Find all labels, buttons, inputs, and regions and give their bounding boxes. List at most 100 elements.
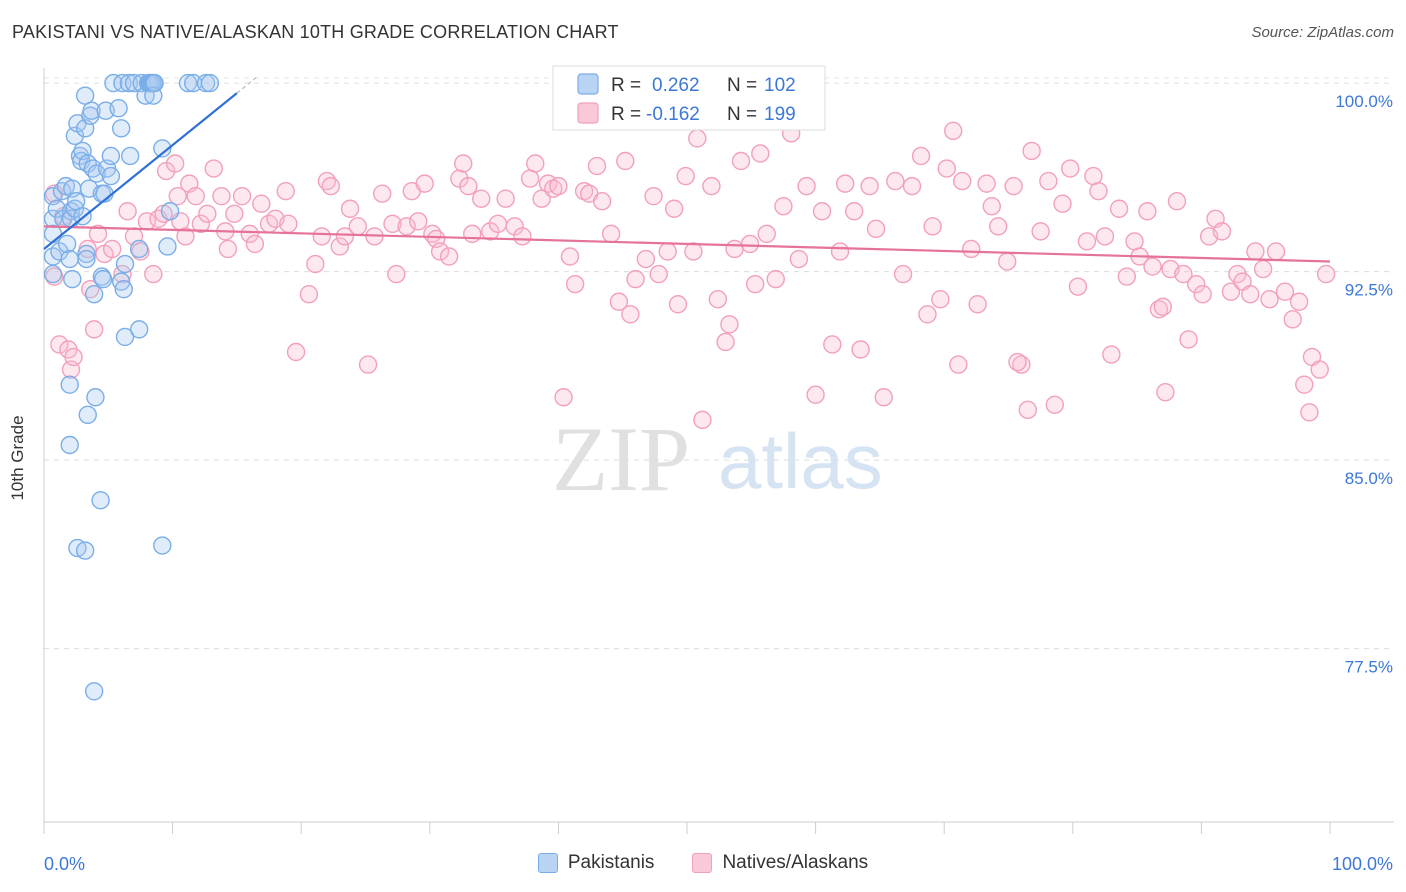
natives-alaskans-point	[232, 186, 252, 206]
trend-lines	[43, 76, 1331, 263]
natives-alaskans-point	[218, 239, 238, 259]
pakistanis-point	[60, 435, 79, 455]
pakistanis-point	[47, 199, 67, 218]
natives-alaskans-point	[716, 332, 735, 352]
natives-alaskans-point	[88, 224, 108, 244]
pakistanis-point	[129, 320, 149, 339]
natives-alaskans-point	[1275, 282, 1295, 301]
natives-alaskans-point	[702, 176, 721, 196]
natives-alaskans-point	[1018, 400, 1037, 420]
natives-alaskans-point	[279, 214, 298, 234]
r-value-1: 0.262	[652, 75, 700, 96]
natives-alaskans-point	[286, 342, 306, 362]
watermark-atlas: atlas	[718, 417, 883, 505]
watermark-zip: ZIP	[552, 408, 690, 510]
pakistanis-point	[111, 119, 131, 138]
natives-alaskans-point	[84, 320, 104, 339]
pakistanis-points	[43, 73, 220, 701]
natives-alaskans-point	[982, 197, 1001, 216]
y-tick-label: 92.5%	[1345, 281, 1393, 300]
natives-alaskans-point	[616, 151, 635, 171]
pakistanis-point	[63, 269, 82, 289]
pakistanis-point	[78, 405, 97, 425]
pakistanis-point	[82, 101, 101, 120]
pakistanis-point	[160, 202, 180, 221]
natives-alaskans-point	[387, 264, 406, 284]
natives-alaskans-point	[513, 227, 532, 246]
legend-swatch-blue	[537, 853, 558, 873]
pakistanis-point	[158, 237, 177, 256]
natives-alaskans-point	[844, 202, 864, 221]
natives-alaskans-point	[165, 154, 185, 173]
pakistanis-point	[114, 279, 133, 299]
natives-alaskans-point	[874, 388, 893, 407]
natives-alaskans-point	[1109, 199, 1129, 218]
natives-alaskans-point	[1031, 222, 1050, 241]
pakistanis-point	[75, 86, 95, 105]
natives-alaskans-point	[812, 202, 832, 221]
pakistanis-trend-extension	[236, 76, 258, 94]
natives-alaskans-point	[1179, 330, 1198, 349]
natives-alaskans-point	[1221, 282, 1241, 301]
pakistanis-point	[84, 682, 104, 701]
natives-alaskans-point	[1153, 297, 1173, 316]
pakistanis-point	[109, 99, 128, 118]
natives-alaskans-point	[560, 247, 580, 266]
natives-alaskans-point	[186, 186, 205, 206]
n-value-1: 102	[764, 75, 796, 96]
pakistanis-point	[115, 254, 135, 274]
natives-alaskans-point	[383, 214, 402, 234]
natives-alaskans-point	[1283, 310, 1302, 329]
natives-alaskans-point	[321, 176, 340, 196]
natives-alaskans-point	[668, 295, 688, 314]
natives-alaskans-point	[962, 239, 981, 259]
natives-alaskans-point	[918, 305, 937, 324]
natives-alaskans-point	[626, 269, 645, 289]
natives-alaskans-point	[299, 285, 319, 304]
natives-alaskans-point	[636, 249, 656, 269]
natives-alaskans-point	[397, 217, 416, 236]
natives-alaskans-point	[676, 166, 695, 186]
natives-alaskans-point	[198, 204, 217, 223]
natives-alaskans-point	[1310, 360, 1329, 379]
natives-alaskans-point	[745, 274, 765, 294]
natives-alaskans-point	[688, 129, 707, 148]
natives-alaskans-point	[893, 264, 913, 284]
natives-alaskans-point	[1095, 227, 1115, 246]
natives-alaskans-point	[860, 176, 879, 196]
pakistanis-point	[60, 249, 79, 269]
natives-alaskans-point	[1039, 171, 1058, 191]
natives-alaskans-point	[1089, 181, 1108, 201]
natives-alaskans-point	[601, 224, 621, 244]
top-legend-swatch-pink	[577, 102, 599, 124]
pakistanis-trend-line	[43, 92, 238, 250]
natives-alaskans-point	[430, 242, 450, 261]
natives-alaskans-point	[409, 212, 428, 231]
pakistanis-point	[84, 285, 104, 304]
natives-alaskans-point	[931, 290, 950, 309]
natives-alaskans-point	[454, 154, 473, 173]
natives-alaskans-point	[609, 292, 629, 311]
natives-alaskans-point	[835, 174, 855, 193]
natives-alaskans-point	[1193, 285, 1212, 304]
natives-alaskans-point	[212, 186, 231, 206]
natives-alaskans-point	[658, 242, 677, 261]
y-tick-label: 77.5%	[1345, 658, 1393, 677]
natives-alaskans-point	[953, 171, 972, 191]
top-legend: R = 0.262 N = 102 R = -0.162 N = 199	[552, 65, 826, 131]
pakistanis-point	[101, 166, 121, 186]
natives-alaskans-point	[240, 224, 259, 244]
pakistanis-point	[200, 73, 220, 93]
natives-alaskans-point	[1008, 352, 1027, 372]
axes	[43, 68, 1394, 834]
pakistanis-point	[57, 234, 77, 254]
natives-alaskans-point	[911, 146, 931, 166]
chart-title: PAKISTANI VS NATIVE/ALASKAN 10TH GRADE C…	[12, 22, 619, 42]
natives-alaskans-point	[587, 156, 607, 176]
pakistanis-point	[66, 192, 86, 211]
natives-alaskans-point	[118, 202, 137, 221]
natives-alaskans-point	[1300, 403, 1319, 422]
natives-alaskans-point	[1212, 222, 1232, 241]
natives-alaskans-point	[725, 239, 744, 259]
natives-alaskans-point	[1241, 285, 1260, 304]
